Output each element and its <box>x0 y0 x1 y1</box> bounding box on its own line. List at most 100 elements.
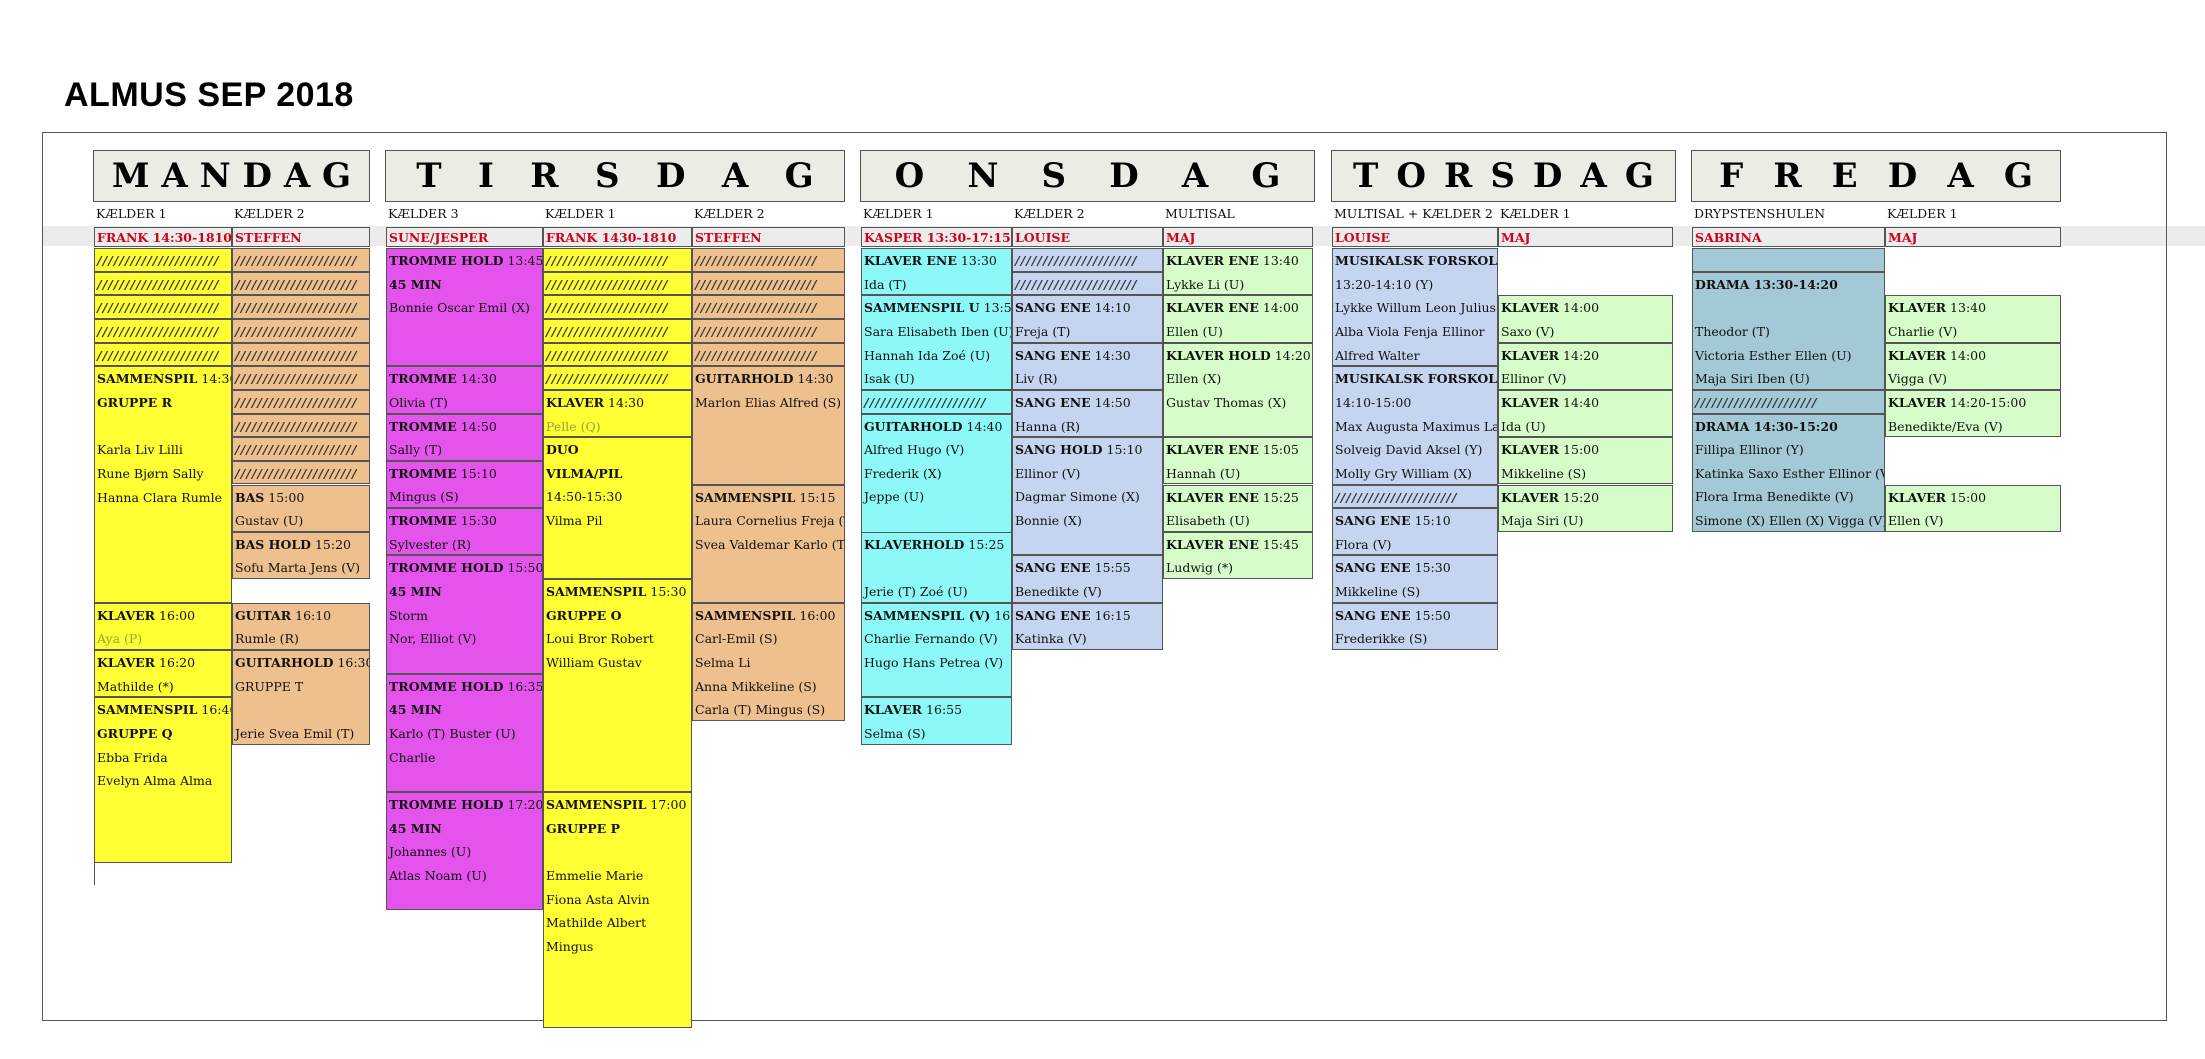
lesson-text: Vilma Pil <box>546 513 603 529</box>
lesson-line: Alba Viola Fenja Ellinor <box>1333 320 1497 343</box>
lesson-text: Katinka Saxo Esther Ellinor (V) <box>1695 465 1884 481</box>
lesson-line: Benedikte (V) <box>1013 580 1162 603</box>
lesson-time: 15:00 <box>1946 489 1987 505</box>
lesson-text: ////////////////////// <box>97 276 220 292</box>
lesson-title: SAMMENSPIL <box>97 702 198 718</box>
lesson-line: Mikkeline (S) <box>1499 462 1672 485</box>
lesson-line: BAS 15:00 <box>233 486 369 509</box>
lesson-block: TROMME HOLD 16:35 45 MIN Karlo (T) Buster … <box>386 673 543 792</box>
lesson-block: ////////////////////// <box>1012 271 1163 296</box>
lesson-line: SAMMENSPIL 16:00 <box>693 604 844 627</box>
lesson-text: GRUPPE T <box>235 678 304 694</box>
lesson-line: Karla Liv Lilli <box>95 438 231 461</box>
lesson-line: GUITAR 16:10 <box>233 604 369 627</box>
lesson-line: TROMME HOLD 15:50 <box>387 556 542 579</box>
room-label: KÆLDER 1 <box>1887 206 1958 221</box>
lesson-line: Ellen (V) <box>1886 509 2060 532</box>
lesson-block: SAMMENSPIL 15:30 GRUPPE O Loui Bror Robert… <box>543 579 692 792</box>
lesson-text: Lykke Willum Leon Julius <box>1335 300 1496 316</box>
teacher-cell: MAJ <box>1498 227 1673 247</box>
lesson-line: Hanna (R) <box>1013 415 1162 438</box>
lesson-block: TROMME HOLD 13:45 45 MIN Bonnie Oscar Emil… <box>386 248 543 367</box>
blocked-slot-hatch: ////////////////////// <box>95 273 231 296</box>
lesson-text: Gustav Thomas (X) <box>1166 394 1287 410</box>
blocked-slot-hatch: ////////////////////// <box>544 273 691 296</box>
lesson-text: Nor, Elliot (V) <box>389 631 477 647</box>
lesson-time: 15:10 <box>1410 513 1451 529</box>
lesson-time: 16:35 <box>503 678 542 694</box>
lesson-line: Hugo Hans Petrea (V) <box>862 651 1011 674</box>
lesson-block: SANG ENE 14:50 Hanna (R) <box>1012 389 1163 438</box>
lesson-line: Lykke Willum Leon Julius <box>1333 296 1497 319</box>
lesson-text: Mingus (S) <box>389 489 459 505</box>
lesson-block: DUO VILMA/PIL 14:50-15:30 Vilma Pil <box>543 437 692 580</box>
lesson-line: Ebba Frida <box>95 746 231 769</box>
lesson-line: Ellinor (V) <box>1013 462 1162 485</box>
lesson-title: SANG ENE <box>1335 560 1411 576</box>
lesson-text: ////////////////////// <box>1695 394 1818 410</box>
lesson-text: ////////////////////// <box>1015 276 1138 292</box>
lesson-time: 14:30 <box>1090 347 1131 363</box>
lesson-line: Lykke Li (U) <box>1164 273 1312 296</box>
lesson-time: 14:40 <box>1559 394 1600 410</box>
blocked-slot-hatch: ////////////////////// <box>233 367 369 390</box>
lesson-text: ////////////////////// <box>97 253 220 268</box>
lesson-text: Frederik (X) <box>864 465 942 481</box>
lesson-text: Charlie <box>389 749 436 765</box>
lesson-text: Solveig David Aksel (Y) <box>1335 442 1483 458</box>
lesson-text: ////////////////////// <box>546 347 669 363</box>
lesson-time: 15:55 <box>1090 560 1131 576</box>
lesson-block: KLAVER ENE 15:05 Hannah (U) <box>1163 437 1313 485</box>
lesson-text: ////////////////////// <box>97 300 220 316</box>
lesson-block: TROMME 15:10 Mingus (S) <box>386 460 543 509</box>
page-title: ALMUS SEP 2018 <box>64 76 354 114</box>
lesson-title: TROMME HOLD <box>389 560 504 576</box>
lesson-title: SANG ENE <box>1015 560 1091 576</box>
lesson-line <box>1693 249 1884 272</box>
lesson-line: Katinka (V) <box>1013 627 1162 650</box>
lesson-block: ////////////////////// <box>692 295 845 319</box>
lesson-title: GRUPPE P <box>546 820 621 836</box>
lesson-line: GUITARHOLD 14:30 <box>693 367 844 390</box>
lesson-block: ////////////////////// <box>232 366 370 390</box>
lesson-time: 15:50 <box>1410 607 1451 623</box>
lesson-block: SANG ENE 15:30 Mikkeline (S) <box>1332 555 1498 603</box>
lesson-line: KLAVER ENE 13:40 <box>1164 249 1312 272</box>
lesson-line: KLAVER 15:00 <box>1499 438 1672 461</box>
lesson-line: Anna Mikkeline (S) <box>693 675 844 698</box>
lesson-text: Lykke Li (U) <box>1166 276 1245 292</box>
lesson-line: Johannes (U) <box>387 840 542 863</box>
lesson-title: KLAVER ENE <box>1166 300 1259 316</box>
lesson-title: SAMMENSPIL U <box>864 300 980 316</box>
lesson-title: KLAVERHOLD <box>864 536 965 552</box>
lesson-block: ////////////////////// <box>232 271 370 296</box>
lesson-text: ////////////////////// <box>546 276 669 292</box>
lesson-line: Gustav Thomas (X) <box>1164 391 1312 414</box>
lesson-line: Ellinor (V) <box>1499 367 1672 390</box>
lesson-title: VILMA/PIL <box>546 465 623 481</box>
lesson-title: GUITARHOLD <box>695 371 794 387</box>
lesson-title: SAMMENSPIL <box>695 489 796 505</box>
lesson-text: Hanna (R) <box>1015 418 1081 434</box>
day-letter: G <box>2003 156 2033 196</box>
lesson-block: ////////////////////// <box>543 342 692 367</box>
lesson-text: Hugo Hans Petrea (V) <box>864 655 1004 671</box>
lesson-line: DRAMA 14:30-15:20 <box>1693 415 1884 438</box>
lesson-text: ////////////////////// <box>235 418 358 434</box>
lesson-time: 14:30 <box>456 371 497 387</box>
lesson-time: 15:15 <box>795 489 836 505</box>
room-label: KÆLDER 2 <box>234 206 305 221</box>
lesson-block: ////////////////////// <box>232 460 370 485</box>
lesson-time: 13:50 <box>983 300 1011 316</box>
lesson-text: Max Augusta Maximus Laura <box>1335 418 1497 434</box>
blocked-slot-hatch: ////////////////////// <box>544 344 691 367</box>
lesson-line: Frederikke (S) <box>1333 627 1497 650</box>
lesson-time: 16:55 <box>922 702 963 718</box>
lesson-line: Jeppe (U) <box>862 485 1011 508</box>
blocked-slot-hatch: ////////////////////// <box>233 320 369 343</box>
day-letter: R <box>530 156 559 196</box>
day-letter: A <box>721 156 749 196</box>
lesson-line: GRUPPE T <box>233 675 369 698</box>
lesson-title: DRAMA 13:30-14:20 <box>1695 276 1838 292</box>
lesson-title: GUITARHOLD <box>864 418 963 434</box>
